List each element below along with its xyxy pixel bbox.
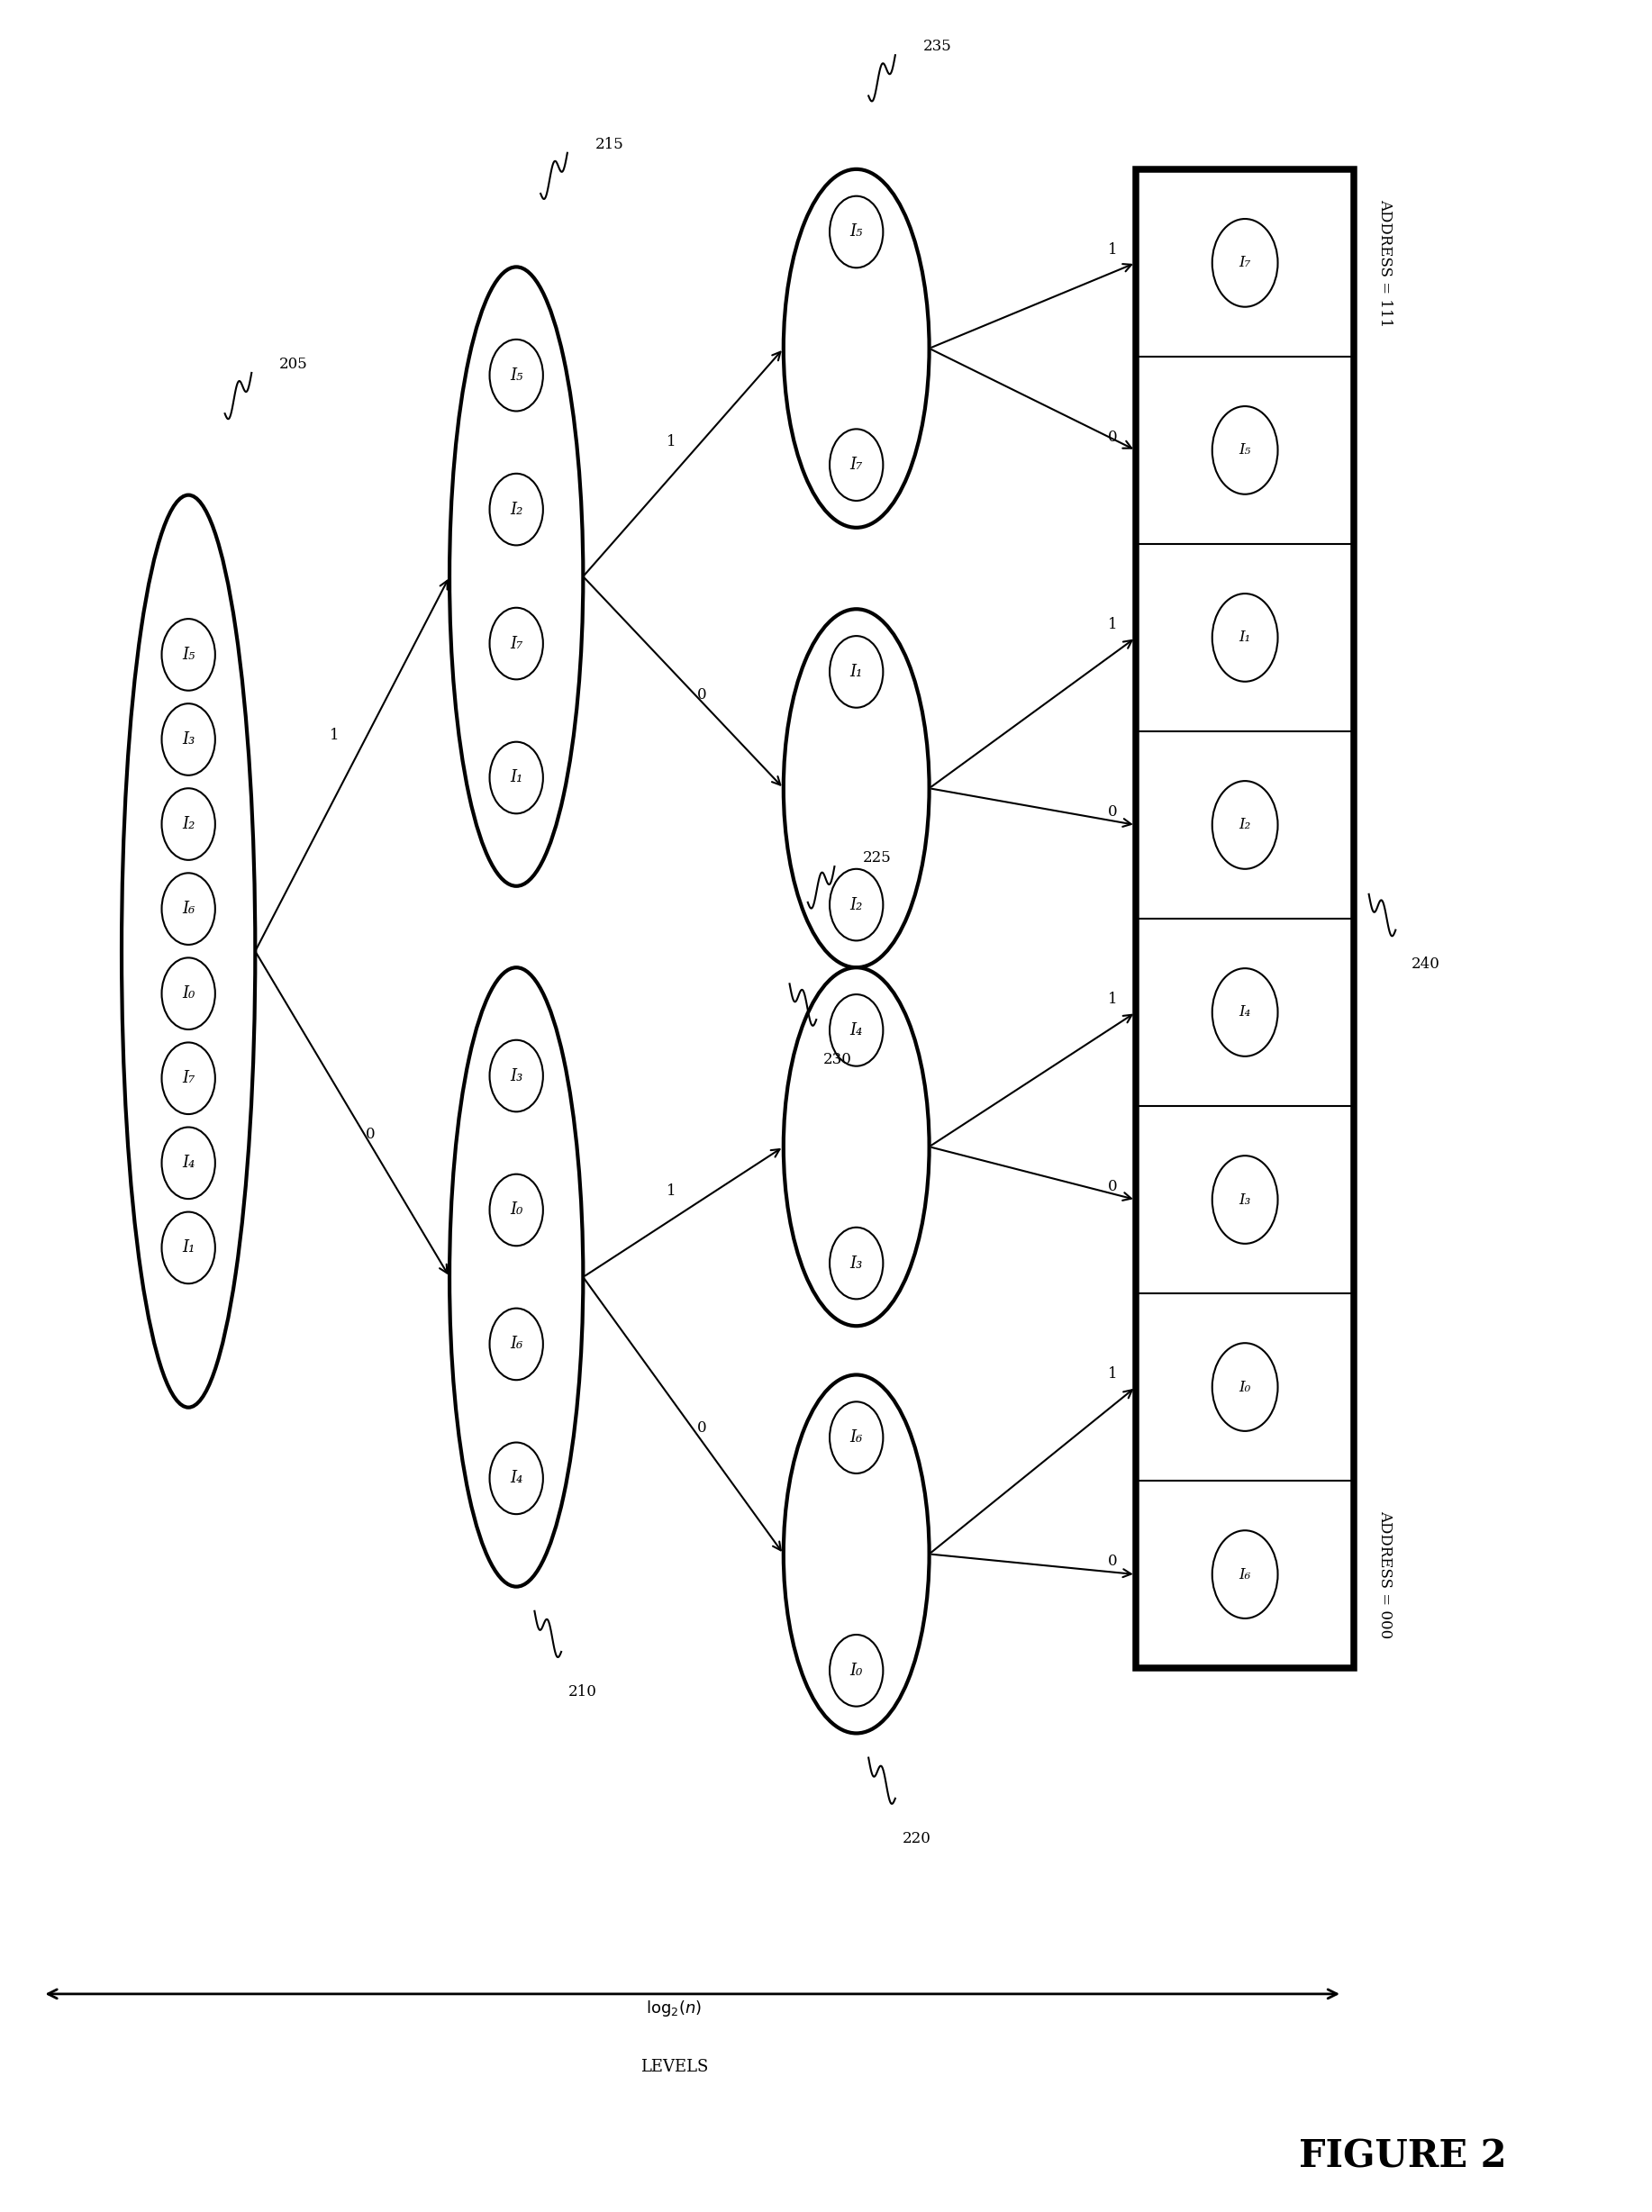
Text: I₂: I₂ (849, 896, 862, 914)
Circle shape (162, 619, 215, 690)
Text: I₂: I₂ (1239, 816, 1251, 832)
Circle shape (829, 1228, 884, 1298)
Circle shape (162, 1128, 215, 1199)
Text: I₄: I₄ (849, 1022, 862, 1037)
Text: I₄: I₄ (1239, 1004, 1251, 1020)
Ellipse shape (783, 967, 928, 1325)
Text: I₁: I₁ (510, 770, 522, 785)
Text: 0: 0 (1108, 1553, 1117, 1568)
Text: 235: 235 (923, 40, 952, 53)
Text: LEVELS: LEVELS (641, 2059, 709, 2075)
Text: ADDRESS = 000: ADDRESS = 000 (1378, 1511, 1393, 1639)
Text: FIGURE 2: FIGURE 2 (1298, 2139, 1507, 2177)
Ellipse shape (783, 168, 928, 529)
Circle shape (1213, 1155, 1277, 1243)
Circle shape (162, 874, 215, 945)
Text: 205: 205 (279, 356, 309, 372)
Text: 210: 210 (568, 1683, 598, 1699)
Text: 1: 1 (666, 1183, 676, 1199)
Circle shape (829, 429, 884, 500)
Text: 0: 0 (697, 1420, 707, 1436)
Circle shape (162, 1212, 215, 1283)
Text: 0: 0 (1108, 805, 1117, 821)
Text: I₂: I₂ (510, 502, 522, 518)
Circle shape (829, 637, 884, 708)
Text: 220: 220 (902, 1832, 932, 1847)
Circle shape (489, 1442, 544, 1515)
Text: I₀: I₀ (182, 987, 195, 1002)
Text: 0: 0 (1108, 429, 1117, 445)
Text: $\mathrm{log}_2(n)$: $\mathrm{log}_2(n)$ (646, 2000, 702, 2017)
Text: 1: 1 (666, 434, 676, 449)
Circle shape (1213, 1343, 1277, 1431)
Circle shape (1213, 219, 1277, 307)
Circle shape (489, 1175, 544, 1245)
Text: 225: 225 (862, 849, 890, 865)
Text: 1: 1 (1108, 1367, 1117, 1382)
Circle shape (162, 787, 215, 860)
Text: I₀: I₀ (510, 1201, 522, 1219)
Circle shape (1213, 593, 1277, 681)
Text: I₀: I₀ (849, 1663, 862, 1679)
Text: I₄: I₄ (510, 1471, 522, 1486)
Text: I₁: I₁ (849, 664, 862, 679)
Text: I₃: I₃ (510, 1068, 522, 1084)
Text: I₄: I₄ (182, 1155, 195, 1170)
Circle shape (1213, 969, 1277, 1057)
Circle shape (489, 473, 544, 546)
Text: 0: 0 (697, 688, 707, 701)
Circle shape (1213, 781, 1277, 869)
Text: 1: 1 (329, 728, 339, 743)
Circle shape (829, 1635, 884, 1705)
Text: I₂: I₂ (182, 816, 195, 832)
Ellipse shape (449, 967, 583, 1586)
Circle shape (162, 958, 215, 1029)
Text: I₅: I₅ (849, 223, 862, 241)
Circle shape (489, 1307, 544, 1380)
Text: 240: 240 (1411, 956, 1441, 971)
Text: I₁: I₁ (182, 1239, 195, 1256)
Text: I₇: I₇ (849, 458, 862, 473)
Circle shape (829, 1402, 884, 1473)
Text: I₆: I₆ (849, 1429, 862, 1447)
Circle shape (162, 703, 215, 774)
Text: I₇: I₇ (510, 635, 522, 653)
Text: I₃: I₃ (849, 1254, 862, 1272)
Circle shape (829, 995, 884, 1066)
Circle shape (489, 741, 544, 814)
Text: 215: 215 (595, 137, 624, 153)
Text: 1: 1 (1108, 991, 1117, 1006)
Text: I₅: I₅ (1239, 442, 1251, 458)
Ellipse shape (783, 608, 928, 967)
Text: I₁: I₁ (1239, 630, 1251, 646)
Text: 0: 0 (1108, 1179, 1117, 1194)
Ellipse shape (449, 268, 583, 887)
Bar (1135, 168, 1355, 1668)
Text: 230: 230 (824, 1053, 852, 1068)
Text: I₅: I₅ (182, 646, 195, 664)
Ellipse shape (122, 495, 254, 1407)
Text: I₆: I₆ (510, 1336, 522, 1352)
Circle shape (1213, 1531, 1277, 1619)
Text: I₆: I₆ (182, 900, 195, 918)
Circle shape (489, 1040, 544, 1113)
Circle shape (829, 869, 884, 940)
Text: I₅: I₅ (510, 367, 522, 383)
Circle shape (829, 197, 884, 268)
Text: I₇: I₇ (1239, 254, 1251, 270)
Text: 0: 0 (365, 1126, 375, 1141)
Text: I₀: I₀ (1239, 1380, 1251, 1396)
Text: I₃: I₃ (1239, 1192, 1251, 1208)
Circle shape (489, 608, 544, 679)
Ellipse shape (783, 1376, 928, 1734)
Text: ADDRESS = 111: ADDRESS = 111 (1378, 199, 1393, 327)
Circle shape (162, 1042, 215, 1115)
Text: I₇: I₇ (182, 1071, 195, 1086)
Text: I₆: I₆ (1239, 1566, 1251, 1582)
Circle shape (489, 338, 544, 411)
Text: I₃: I₃ (182, 732, 195, 748)
Text: 1: 1 (1108, 617, 1117, 633)
Text: 1: 1 (1108, 241, 1117, 257)
Circle shape (1213, 407, 1277, 493)
